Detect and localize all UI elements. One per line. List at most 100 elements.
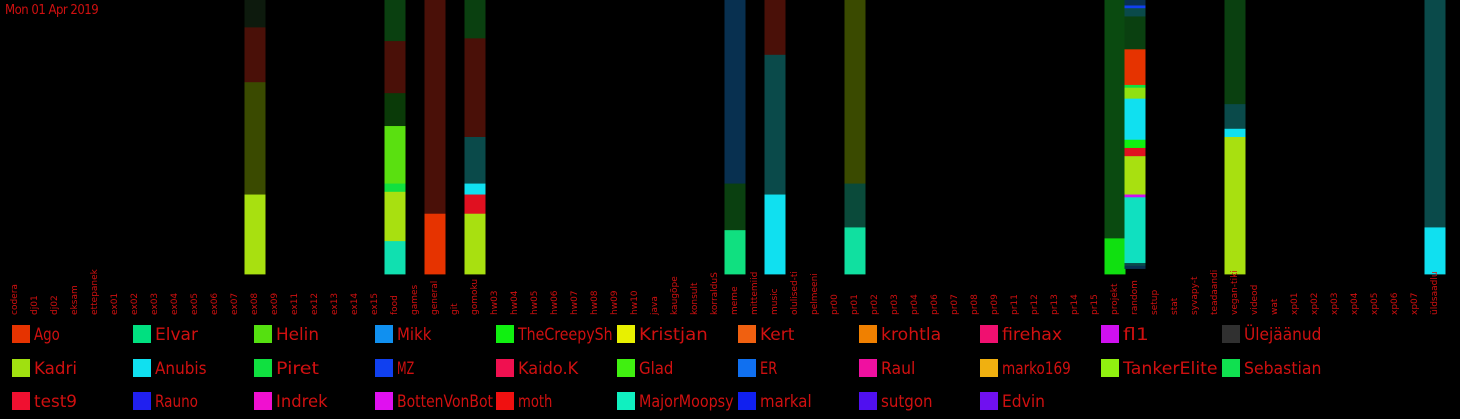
category-label-hw04: hw04 [510, 290, 520, 315]
bar-segment-food-4 [384, 183, 406, 193]
category-label-ex02: ex02 [130, 293, 140, 315]
legend-swatch-15 [496, 359, 514, 377]
category-label-hw10: hw10 [630, 290, 640, 315]
bar-segment-gomoku-1 [464, 38, 486, 138]
category-label-kaugõpe: kaugõpe [670, 276, 680, 315]
bar-segment-pr01-2 [844, 227, 866, 275]
bar-segment-ex08-3 [244, 194, 266, 275]
category-label-ex11: ex11 [290, 293, 300, 315]
legend-swatch-6 [738, 325, 756, 343]
bar-segment-üldsaadlu-0 [1424, 0, 1446, 228]
bar-segment-gomoku-4 [464, 194, 486, 215]
category-label-projekt: projekt [1110, 283, 1120, 315]
category-label-java: java [650, 296, 660, 316]
legend-swatch-8 [980, 325, 998, 343]
legend-swatch-29 [859, 392, 877, 410]
legend-label-10: Ülejäänud [1244, 323, 1321, 345]
category-label-pr03: pr03 [890, 294, 900, 315]
legend-swatch-12 [133, 359, 151, 377]
bar-segment-food-3 [384, 126, 406, 184]
category-label-random: random [1130, 280, 1140, 315]
category-label-korralduS: korralduS [710, 272, 720, 315]
category-label-konsult: konsult [690, 282, 700, 315]
category-label-ex05: ex05 [190, 293, 200, 315]
legend-swatch-17 [738, 359, 756, 377]
category-label-xp07: xp07 [1410, 293, 1420, 316]
category-label-pr11: pr11 [1010, 294, 1020, 315]
bar-segment-food-1 [384, 41, 406, 94]
category-label-pr02: pr02 [870, 294, 880, 315]
category-label-hw06: hw06 [550, 290, 560, 315]
bar-segment-gomoku-3 [464, 183, 486, 195]
legend-swatch-11 [12, 359, 30, 377]
category-label-pr12: pr12 [1030, 294, 1040, 315]
bar-segment-random-5 [1124, 84, 1146, 89]
bar-segment-projekt-0 [1104, 0, 1126, 239]
legend-label-27: MajorMoopsy [639, 392, 734, 412]
legend-label-16: Glad [639, 359, 673, 379]
legend-swatch-9 [1101, 325, 1119, 343]
category-label-teadaandi: teadaandi [1210, 270, 1220, 315]
legend-label-24: Indrek [276, 392, 328, 412]
category-label-pr13: pr13 [1050, 294, 1060, 315]
category-label-xp01: xp01 [1290, 293, 1300, 316]
legend-swatch-7 [859, 325, 877, 343]
bar-segment-food-5 [384, 191, 406, 242]
category-label-xp03: xp03 [1330, 293, 1340, 316]
bar-segment-meme-2 [724, 230, 746, 275]
legend-label-8: firehax [1002, 325, 1062, 345]
bar-segment-random-6 [1124, 87, 1146, 100]
category-label-ex15: ex15 [370, 293, 380, 315]
legend-swatch-25 [375, 392, 393, 410]
bar-segment-random-3 [1124, 16, 1146, 50]
bar-segment-ex08-0 [244, 0, 266, 28]
bar-segment-gomoku-5 [464, 213, 486, 275]
legend-swatch-19 [980, 359, 998, 377]
category-label-pr01: pr01 [850, 294, 860, 315]
bar-segment-general-1 [424, 213, 446, 275]
category-label-hw09: hw09 [610, 290, 620, 315]
legend-swatch-18 [859, 359, 877, 377]
category-label-general: general [430, 281, 440, 315]
category-label-games: games [410, 284, 420, 315]
bar-segment-random-10 [1124, 156, 1146, 195]
legend-label-17: ER [760, 359, 777, 379]
category-label-hw03: hw03 [490, 290, 500, 315]
legend-swatch-13 [254, 359, 272, 377]
bar-segment-random-13 [1124, 263, 1146, 267]
legend-swatch-23 [133, 392, 151, 410]
legend-label-9: fl1 [1123, 325, 1149, 345]
bar-segment-random-2 [1124, 8, 1146, 17]
category-label-music: music [770, 288, 780, 315]
bar-segment-gomoku-0 [464, 0, 486, 39]
category-label-hw07: hw07 [570, 290, 580, 315]
category-labels: codera dj01 dj02 eksam ettepanek ex01 ex02 ex03… [10, 268, 1440, 316]
bar-segment-ex08-1 [244, 27, 266, 83]
category-label-wat: wat [1270, 298, 1280, 315]
legend-swatch-10 [1222, 325, 1240, 343]
category-label-pr14: pr14 [1070, 294, 1080, 315]
legend-swatch-27 [617, 392, 635, 410]
legend-label-12: Anubis [155, 359, 207, 379]
category-label-pelmeeni: pelmeeni [810, 273, 820, 315]
category-label-git: git [450, 303, 460, 315]
category-label-meme: meme [730, 286, 740, 315]
legend-label-4: TheCreepySh [517, 325, 612, 345]
category-label-ex14: ex14 [350, 293, 360, 315]
legend-label-7: krohtla [881, 325, 941, 345]
bar-segment-vegan-tiki-0 [1224, 0, 1246, 105]
bar-segment-projekt-1 [1104, 238, 1126, 275]
bar-segment-random-9 [1124, 147, 1146, 157]
bar-segment-food-2 [384, 93, 406, 127]
legend-label-26: moth [518, 392, 552, 412]
category-label-ettepanek: ettepanek [90, 268, 100, 315]
legend-label-30: Edvin [1002, 392, 1045, 412]
legend-swatch-4 [496, 325, 514, 343]
category-label-ex13: ex13 [330, 293, 340, 315]
category-label-food: food [390, 295, 400, 315]
bar-segment-vegan-tiki-1 [1224, 104, 1246, 130]
category-label-codera: codera [10, 284, 20, 315]
bar-segment-random-4 [1124, 49, 1146, 86]
category-label-xp04: xp04 [1350, 292, 1360, 315]
